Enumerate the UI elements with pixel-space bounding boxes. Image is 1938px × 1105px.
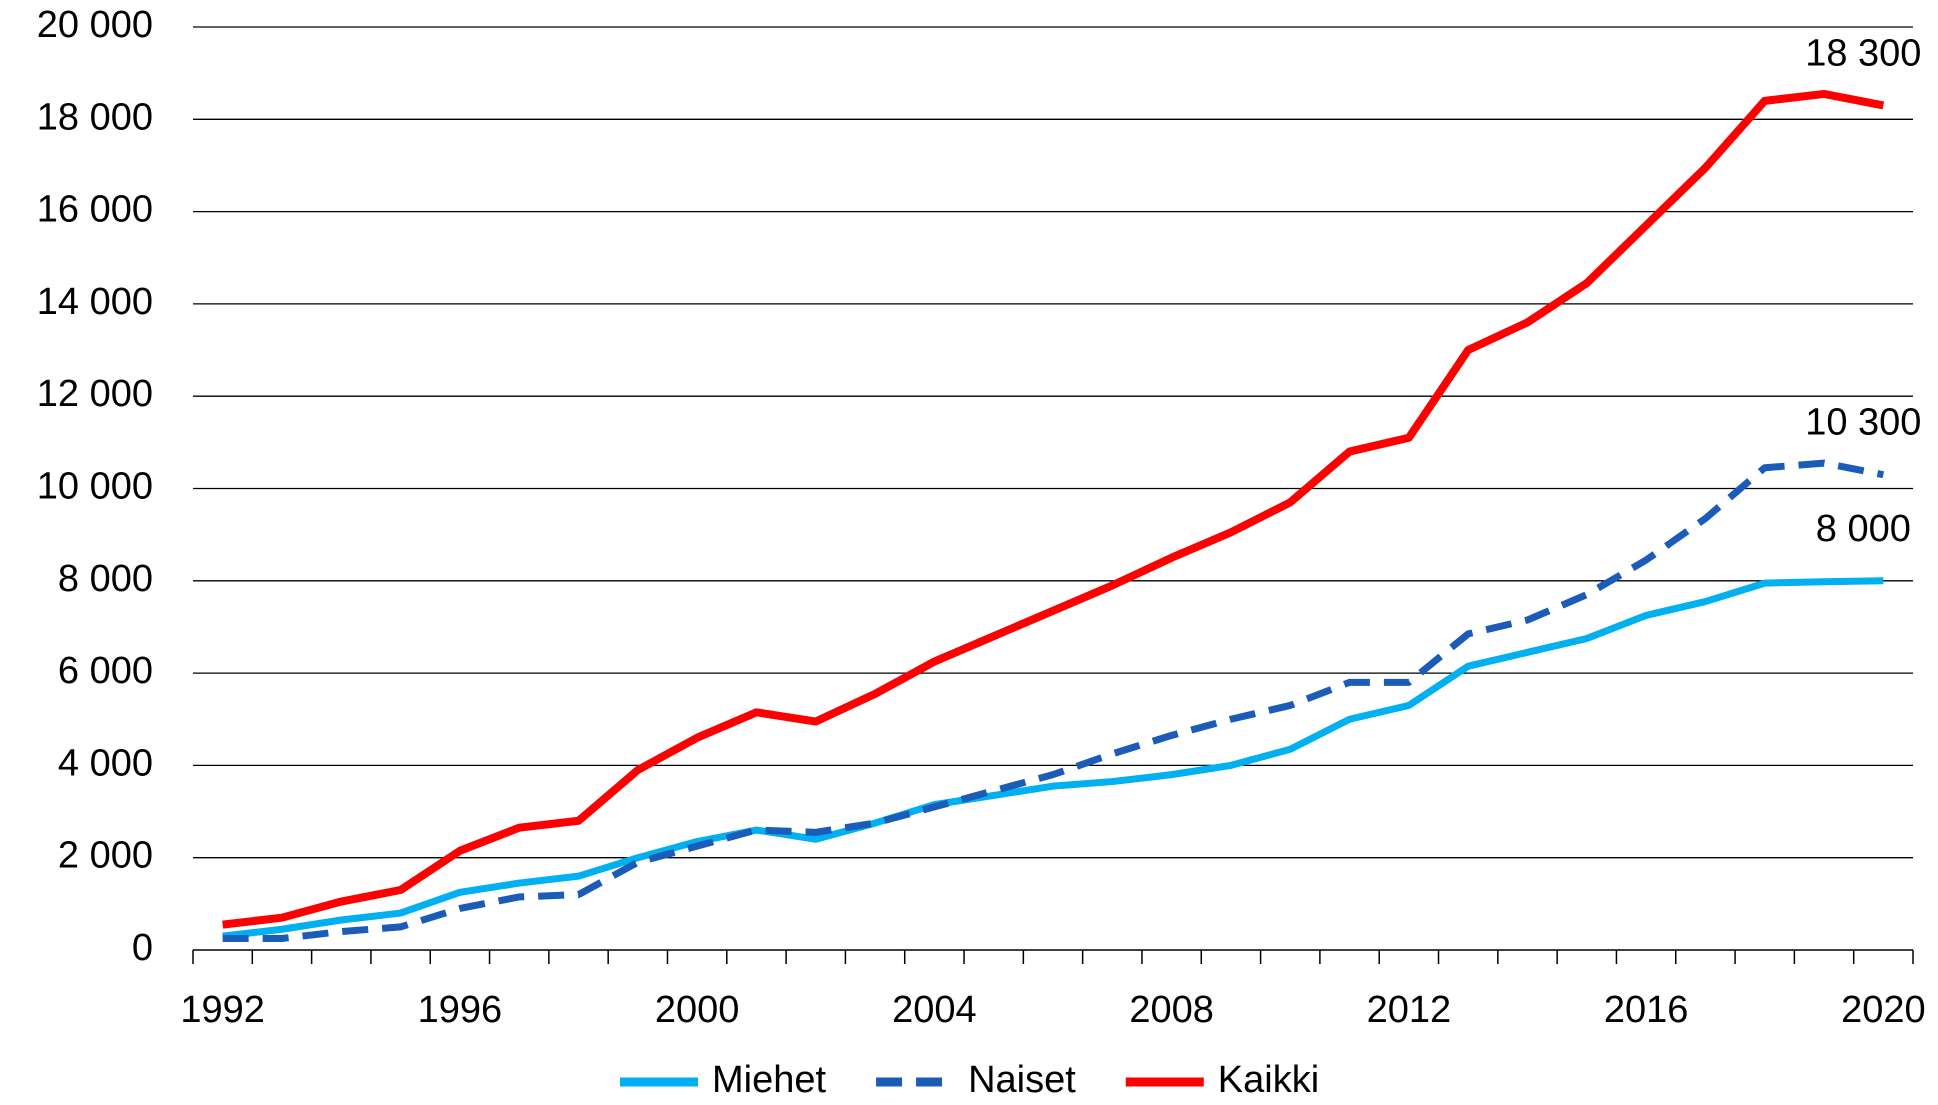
x-tick-label: 2016: [1604, 989, 1689, 1031]
y-tick-label: 6 000: [58, 650, 153, 692]
y-tick-label: 8 000: [58, 558, 153, 600]
y-tick-label: 16 000: [37, 189, 153, 231]
line-series: [222, 459, 1885, 942]
y-tick-label: 0: [132, 927, 153, 969]
y-tick-label: 14 000: [37, 281, 153, 323]
x-tick-label: 1992: [180, 989, 265, 1031]
legend-label: Miehet: [712, 1059, 826, 1101]
value-label: 8 000: [1816, 508, 1911, 550]
legend-label: Kaikki: [1218, 1059, 1319, 1101]
y-tick-label: 20 000: [37, 4, 153, 46]
legend-label: Naiset: [968, 1059, 1076, 1101]
y-tick-label: 2 000: [58, 835, 153, 877]
y-tick-label: 10 000: [37, 466, 153, 508]
x-tick-label: 2004: [892, 989, 977, 1031]
x-tick-label: 1996: [418, 989, 503, 1031]
x-tick-label: 2012: [1367, 989, 1452, 1031]
x-tick-label: 2020: [1841, 989, 1926, 1031]
value-label: 10 300: [1805, 402, 1921, 444]
y-tick-label: 12 000: [37, 373, 153, 415]
x-tick-label: 2000: [655, 989, 740, 1031]
x-tick-label: 2008: [1129, 989, 1214, 1031]
line-series: [222, 577, 1884, 940]
y-tick-label: 4 000: [58, 742, 153, 784]
line-series: [222, 89, 1885, 929]
value-label: 18 300: [1805, 32, 1921, 74]
y-tick-label: 18 000: [37, 96, 153, 138]
